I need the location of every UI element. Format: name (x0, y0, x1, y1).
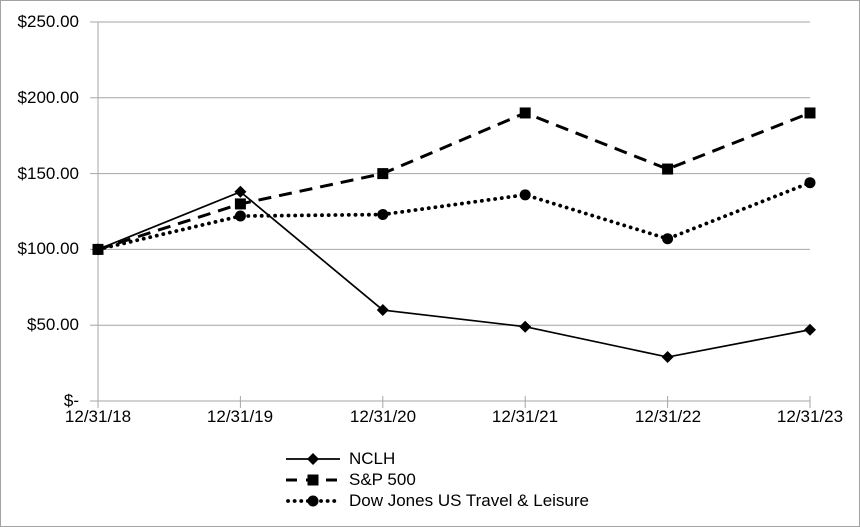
y-axis-tick-label: $50.00 (27, 315, 79, 334)
legend-item-nclh: NCLH (286, 448, 589, 469)
x-axis-tick-label: 12/31/18 (64, 407, 132, 426)
x-axis-tick-label: 12/31/20 (349, 407, 417, 426)
legend-label: S&P 500 (349, 470, 416, 489)
series-0 (92, 185, 816, 364)
series-1 (92, 107, 816, 255)
x-axis-tick-label: 12/31/21 (491, 407, 559, 426)
chart-legend: NCLH S&P 500 Dow Jones US Travel & Leisu… (286, 448, 589, 511)
y-axis-tick-label: $250.00 (17, 12, 79, 31)
y-axis-tick-label: $100.00 (17, 239, 79, 258)
axes (90, 21, 811, 408)
nclh-solid-diamond-line-icon (286, 452, 340, 465)
y-axis-tick-label: $200.00 (17, 88, 79, 107)
y-axis-tick-label: $- (63, 391, 79, 410)
x-axis-tick-label: 12/31/22 (634, 407, 702, 426)
gridlines (98, 21, 810, 326)
x-axis-tick-label: 12/31/19 (206, 407, 274, 426)
y-axis-tick-label: $150.00 (17, 164, 79, 183)
legend-item-dowjones: Dow Jones US Travel & Leisure (286, 490, 589, 511)
series-2 (92, 177, 816, 255)
legend-item-sp500: S&P 500 (286, 469, 589, 490)
dowjones-dotted-circle-line-icon (286, 495, 340, 506)
legend-label: NCLH (349, 449, 396, 468)
x-axis-tick-label: 12/31/23 (776, 407, 844, 426)
legend-label: Dow Jones US Travel & Leisure (349, 491, 589, 510)
sp500-dashed-square-line-icon (286, 474, 340, 485)
